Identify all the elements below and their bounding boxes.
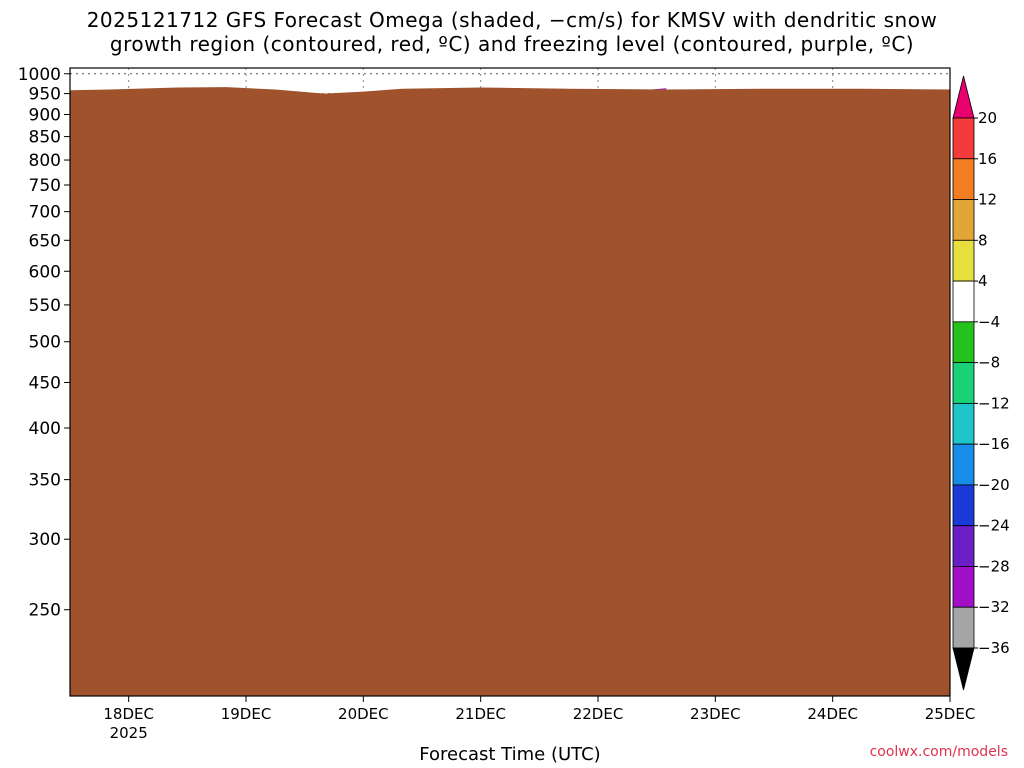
- y-tick-label: 700: [29, 203, 61, 223]
- colorbar-label: −16: [978, 435, 1010, 453]
- colorbar-label: −20: [978, 476, 1010, 494]
- y-axis: 250 300 350 400 450 500 550 600 650 700 750 800 850 9…: [18, 65, 70, 621]
- colorbar-segment: [952, 484, 975, 527]
- x-axis-label: Forecast Time (UTC): [419, 744, 601, 765]
- y-tick-label: 550: [29, 296, 61, 316]
- x-tick-label: 22DEC: [573, 705, 624, 723]
- colorbar-label: 16: [978, 150, 997, 168]
- y-tick-label: 500: [29, 333, 61, 353]
- colorbar-segment: [952, 443, 975, 486]
- colorbar-segment: [952, 158, 975, 200]
- chart-title-line-2: growth region (contoured, red, ºC) and f…: [109, 32, 915, 56]
- x-tick-label: 21DEC: [455, 705, 506, 723]
- x-tick-label: 24DEC: [807, 705, 858, 723]
- y-tick-label: 900: [29, 105, 61, 125]
- y-tick-label: 350: [29, 471, 61, 491]
- y-tick-label: 250: [29, 601, 61, 621]
- plot-area: -18-18-18-18-12-12-12-12-12-12000: [70, 68, 950, 696]
- x-axis: 18DEC 19DEC 20DEC 21DEC 22DEC 23DEC 24DEC 25DEC…: [103, 696, 975, 742]
- credit-link[interactable]: coolwx.com/models: [869, 744, 1008, 760]
- y-tick-label: 850: [29, 128, 61, 148]
- terrain: [70, 87, 950, 696]
- colorbar-label: −12: [978, 394, 1010, 412]
- colorbar-label: −32: [978, 598, 1010, 616]
- y-tick-label: 950: [29, 85, 61, 105]
- x-tick-label: 25DEC: [925, 705, 976, 723]
- colorbar-segment: [952, 321, 975, 364]
- colorbar-segment: [952, 199, 975, 241]
- colorbar-segment: [952, 239, 975, 282]
- y-tick-label: 450: [29, 373, 61, 393]
- x-tick-label: 20DEC: [338, 705, 389, 723]
- y-tick-label: 650: [29, 231, 61, 251]
- colorbar-label: 20: [978, 109, 997, 127]
- colorbar-label: −8: [978, 354, 1000, 372]
- y-tick-label: 800: [29, 151, 61, 171]
- y-tick-label: 400: [29, 419, 61, 439]
- colorbar-label: 12: [978, 191, 997, 209]
- colorbar: 20 16 12 8 4 −4 −8 −12 −16 −20 −24 −28 −32 −36: [952, 75, 1010, 691]
- colorbar-label: −24: [978, 517, 1010, 535]
- terrain-fill: [70, 87, 950, 696]
- colorbar-segment: [952, 117, 975, 160]
- colorbar-top-arrow: [952, 75, 975, 119]
- colorbar-bottom-arrow: [952, 647, 975, 691]
- colorbar-label: 4: [978, 272, 988, 290]
- chart-title-line-1: 2025121712 GFS Forecast Omega (shaded, −…: [86, 8, 938, 32]
- x-tick-label: 18DEC: [103, 705, 154, 723]
- colorbar-label: 8: [978, 231, 988, 249]
- y-tick-label: 600: [29, 262, 61, 282]
- colorbar-segment: [952, 362, 975, 404]
- colorbar-segment: [952, 280, 975, 323]
- x-sublabel: 2025: [110, 724, 148, 742]
- x-tick-label: 23DEC: [690, 705, 741, 723]
- colorbar-segment: [952, 402, 975, 445]
- colorbar-label: −28: [978, 557, 1010, 575]
- y-tick-label: 1000: [18, 65, 61, 85]
- colorbar-segment: [952, 606, 975, 649]
- y-tick-label: 300: [29, 530, 61, 550]
- colorbar-segment: [952, 566, 975, 608]
- y-tick-label: 750: [29, 176, 61, 196]
- x-tick-label: 19DEC: [221, 705, 272, 723]
- colorbar-segment: [952, 525, 975, 567]
- colorbar-label: −4: [978, 313, 1000, 331]
- colorbar-label: −36: [978, 639, 1010, 657]
